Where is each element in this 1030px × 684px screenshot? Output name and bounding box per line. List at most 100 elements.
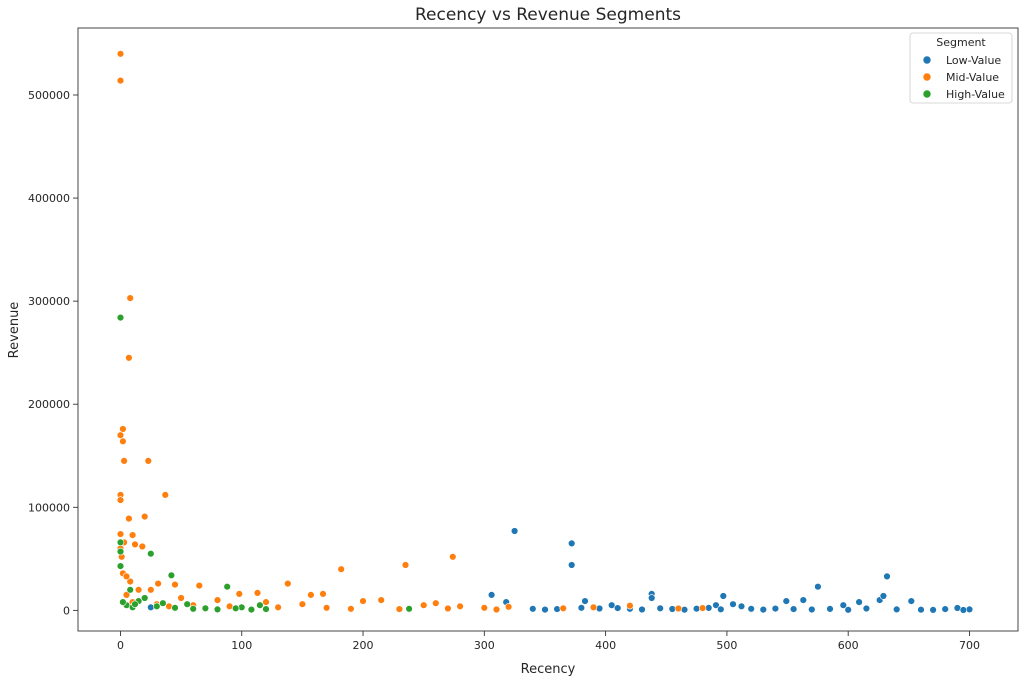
data-point-low-value-48: [929, 606, 937, 614]
data-point-mid-value-37: [177, 594, 185, 602]
data-point-mid-value-61: [122, 591, 131, 599]
data-point-mid-value-54: [225, 602, 234, 610]
x-tick-label-4: 400: [595, 639, 616, 652]
data-point-high-value-19: [159, 599, 167, 607]
data-point-high-value-15: [256, 601, 264, 609]
data-point-mid-value-35: [122, 572, 131, 581]
data-point-low-value-49: [941, 605, 949, 613]
data-point-mid-value-22: [337, 565, 345, 573]
data-point-low-value-10: [712, 601, 720, 609]
x-tick-label-1: 100: [231, 639, 252, 652]
data-point-low-value-24: [529, 605, 537, 613]
data-point-high-value-2: [116, 547, 125, 556]
data-point-mid-value-33: [126, 577, 134, 586]
data-point-high-value-10: [153, 602, 161, 610]
data-point-low-value-38: [747, 605, 755, 613]
data-point-low-value-44: [844, 606, 852, 614]
data-point-low-value-37: [717, 605, 725, 613]
data-point-low-value-40: [771, 604, 780, 613]
data-point-mid-value-7: [120, 457, 128, 465]
data-point-mid-value-24: [284, 579, 292, 588]
data-point-mid-value-17: [131, 540, 139, 549]
data-point-high-value-18: [141, 594, 149, 602]
data-point-mid-value-14: [116, 530, 125, 538]
data-point-mid-value-23: [401, 561, 410, 569]
data-point-high-value-13: [201, 604, 210, 612]
data-point-low-value-46: [892, 605, 901, 614]
x-axis-label: Recency: [521, 662, 576, 677]
data-point-low-value-6: [607, 601, 616, 609]
data-point-mid-value-13: [141, 512, 149, 521]
data-point-high-value-12: [183, 600, 191, 608]
chart-title: Recency vs Revenue Segments: [415, 5, 681, 25]
data-point-high-value-21: [213, 605, 222, 614]
data-point-low-value-33: [668, 605, 676, 613]
data-point-low-value-8: [647, 594, 656, 602]
data-point-low-value-26: [553, 605, 561, 613]
legend: Segment Low-Value Mid-Value High-Value: [909, 32, 1013, 104]
axes-frame: [77, 27, 1019, 632]
y-tick-label-2: 200000: [28, 398, 70, 411]
data-point-mid-value-29: [171, 580, 179, 589]
data-point-mid-value-9: [161, 491, 170, 499]
data-point-low-value-21: [907, 597, 915, 605]
data-point-mid-value-42: [377, 596, 385, 604]
data-point-mid-value-3: [125, 354, 133, 362]
data-point-mid-value-60: [492, 605, 501, 614]
data-point-low-value-12: [737, 602, 746, 610]
data-point-low-value-47: [917, 605, 925, 614]
data-point-mid-value-5: [116, 431, 125, 439]
data-point-low-value-20: [883, 572, 891, 581]
legend-marker-mid-value: [922, 72, 932, 82]
y-axis: 0 100000 200000 300000 400000 500000: [28, 89, 78, 617]
data-point-high-value-11: [171, 604, 179, 612]
data-point-low-value-11: [729, 600, 737, 608]
data-point-mid-value-58: [395, 605, 404, 613]
data-point-high-value-0: [116, 313, 125, 322]
data-point-low-value-25: [541, 605, 549, 614]
data-point-mid-value-59: [444, 604, 452, 613]
data-point-high-value-1: [116, 538, 125, 547]
data-point-high-value-6: [223, 582, 231, 591]
x-tick-label-0: 0: [117, 639, 124, 652]
x-axis: 0 100 200 300 400 500 600 700: [117, 631, 980, 652]
data-point-low-value-22: [965, 605, 974, 614]
data-point-high-value-17: [119, 598, 127, 606]
data-point-mid-value-56: [322, 604, 331, 612]
data-point-mid-value-45: [456, 602, 464, 610]
data-point-low-value-51: [959, 606, 968, 614]
data-point-mid-value-52: [698, 604, 707, 612]
data-point-high-value-20: [189, 605, 197, 613]
data-point-mid-value-8: [144, 457, 153, 465]
data-point-mid-value-50: [626, 601, 634, 610]
x-tick-label-6: 600: [838, 639, 859, 652]
data-point-mid-value-30: [195, 581, 204, 590]
data-point-mid-value-39: [262, 598, 270, 606]
plot-area: [116, 50, 974, 614]
data-point-mid-value-6: [119, 437, 127, 445]
data-point-mid-value-46: [480, 604, 488, 612]
legend-marker-high-value: [922, 89, 932, 99]
data-point-mid-value-15: [128, 531, 137, 539]
data-point-mid-value-27: [235, 590, 244, 598]
data-point-high-value-14: [238, 603, 246, 611]
data-point-low-value-17: [855, 598, 863, 606]
y-tick-label-3: 300000: [28, 295, 70, 308]
data-point-mid-value-31: [154, 579, 162, 588]
y-tick-label-4: 400000: [28, 192, 70, 205]
data-point-mid-value-32: [147, 586, 155, 594]
data-point-low-value-43: [826, 605, 834, 613]
data-point-high-value-3: [147, 549, 155, 558]
x-tick-label-3: 300: [474, 639, 495, 652]
data-point-mid-value-2: [126, 294, 134, 302]
data-point-mid-value-48: [559, 604, 567, 612]
data-point-low-value-9: [719, 592, 727, 600]
data-point-mid-value-43: [420, 601, 428, 609]
data-point-high-value-25: [126, 586, 134, 594]
data-point-low-value-39: [759, 605, 767, 614]
data-point-low-value-36: [704, 604, 713, 612]
data-point-mid-value-57: [347, 605, 355, 613]
legend-title: Segment: [936, 36, 986, 49]
x-tick-label-2: 200: [353, 639, 374, 652]
